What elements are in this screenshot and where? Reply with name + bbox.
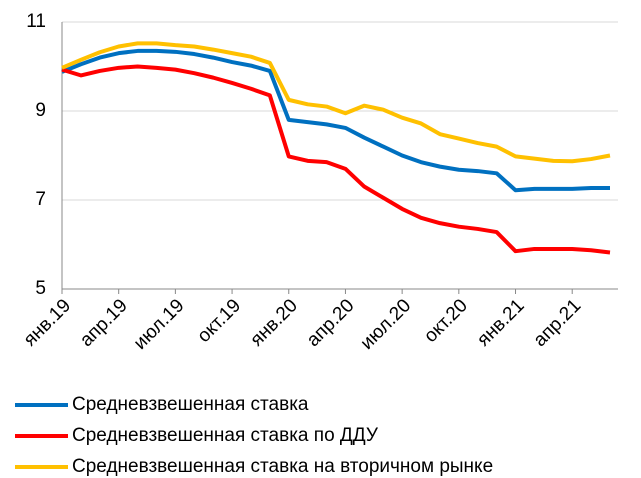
- x-tick-label: июл.19: [130, 295, 189, 354]
- y-tick-label: 11: [26, 11, 46, 32]
- x-tick-label: июл.20: [357, 295, 416, 354]
- x-tick-label: янв.21: [473, 295, 528, 350]
- legend-label: Средневзвешенная ставка по ДДУ: [72, 425, 379, 446]
- x-tick-label: апр.19: [76, 295, 132, 351]
- legend-label: Средневзвешенная ставка: [72, 394, 309, 415]
- line-series: [61, 41, 611, 164]
- legend-label: Средневзвешенная ставка на вторичном рын…: [72, 456, 493, 477]
- y-tick-label: 5: [35, 278, 46, 299]
- line-series: [61, 48, 610, 193]
- line-series: [61, 64, 611, 255]
- x-tick-label: янв.19: [20, 295, 75, 350]
- x-tick-label: апр.20: [303, 295, 359, 351]
- x-tick-label: окт.20: [420, 295, 472, 347]
- y-tick-label: 7: [35, 189, 46, 210]
- x-tick-label: апр.21: [530, 295, 586, 351]
- x-tick-label: янв.20: [246, 295, 301, 350]
- x-tick-label: окт.19: [193, 295, 245, 347]
- y-tick-label: 9: [35, 100, 46, 121]
